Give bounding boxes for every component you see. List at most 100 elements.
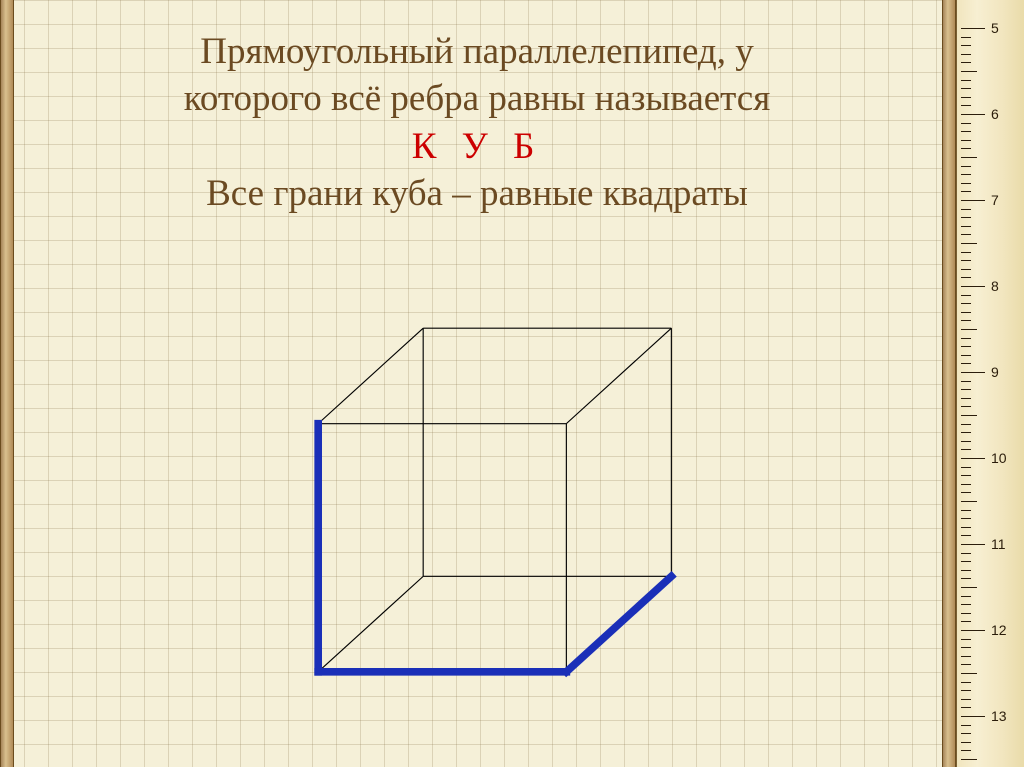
ruler-tick (961, 561, 971, 562)
ruler-tick (961, 166, 971, 167)
ruler-number: 6 (991, 106, 999, 122)
ruler-tick (961, 209, 971, 210)
ruler-tick (961, 277, 971, 278)
ruler-tick (961, 191, 971, 192)
ruler-tick (961, 148, 971, 149)
ruler-tick (961, 398, 971, 399)
ruler-tick (961, 71, 977, 72)
ruler-tick (961, 587, 977, 588)
ruler-tick (961, 312, 971, 313)
ruler-number: 11 (991, 536, 1006, 552)
ruler-tick (961, 338, 971, 339)
ruler-tick (961, 733, 971, 734)
ruler-tick (961, 699, 971, 700)
ruler-tick (961, 553, 971, 554)
wood-frame-right (942, 0, 956, 767)
ruler-tick (961, 518, 971, 519)
ruler-tick (961, 252, 971, 253)
ruler-tick (961, 372, 985, 373)
wood-frame-left (0, 0, 14, 767)
ruler-tick (961, 234, 971, 235)
ruler-tick (961, 355, 971, 356)
ruler-tick (961, 303, 971, 304)
ruler-tick (961, 604, 971, 605)
ruler-tick (961, 759, 977, 760)
ruler-tick (961, 45, 971, 46)
ruler-tick (961, 295, 971, 296)
ruler-tick (961, 105, 971, 106)
ruler-tick (961, 467, 971, 468)
ruler-tick (961, 716, 985, 717)
ruler-tick (961, 664, 971, 665)
ruler-tick (961, 596, 971, 597)
ruler-tick (961, 243, 977, 244)
ruler-tick (961, 742, 971, 743)
ruler-tick (961, 381, 971, 382)
ruler-tick (961, 260, 971, 261)
ruler-tick (961, 535, 971, 536)
ruler-tick (961, 123, 971, 124)
ruler-tick (961, 406, 971, 407)
ruler-tick (961, 707, 971, 708)
ruler-tick (961, 37, 971, 38)
ruler-tick (961, 54, 971, 55)
ruler-tick (961, 750, 971, 751)
ruler-tick (961, 131, 971, 132)
ruler-tick (961, 613, 971, 614)
title-line-2: которого всё ребра равны называется (30, 75, 924, 122)
ruler-tick (961, 88, 971, 89)
ruler-tick (961, 656, 971, 657)
ruler-tick (961, 329, 977, 330)
ruler-tick (961, 226, 971, 227)
ruler-tick (961, 432, 971, 433)
title-red: К У Б (30, 123, 924, 170)
ruler-tick (961, 217, 971, 218)
ruler-number: 5 (991, 20, 999, 36)
title-line-1: Прямоугольный параллелепипед, у (30, 28, 924, 75)
ruler-number: 7 (991, 192, 999, 208)
ruler-tick (961, 80, 971, 81)
ruler-number: 12 (991, 622, 1007, 638)
ruler-tick (961, 140, 971, 141)
ruler-tick (961, 458, 985, 459)
ruler-tick (961, 527, 971, 528)
title-block: Прямоугольный параллелепипед, у которого… (30, 28, 924, 217)
ruler-tick (961, 570, 971, 571)
ruler-tick (961, 28, 985, 29)
ruler-tick (961, 441, 971, 442)
ruler-tick (961, 492, 971, 493)
ruler-tick (961, 501, 977, 502)
ruler-number: 8 (991, 278, 999, 294)
ruler-tick (961, 630, 985, 631)
ruler-tick (961, 346, 971, 347)
ruler-tick (961, 269, 971, 270)
ruler-tick (961, 415, 977, 416)
ruler-tick (961, 544, 985, 545)
ruler-tick (961, 639, 971, 640)
ruler-number: 13 (991, 708, 1007, 724)
ruler-tick (961, 157, 977, 158)
ruler-tick (961, 578, 971, 579)
ruler-number: 10 (991, 450, 1007, 466)
cube-diagram (280, 290, 700, 710)
ruler-tick (961, 475, 971, 476)
ruler-tick (961, 174, 971, 175)
ruler-tick (961, 62, 971, 63)
ruler-tick (961, 621, 971, 622)
ruler-number: 9 (991, 364, 999, 380)
ruler-tick (961, 725, 971, 726)
ruler-tick (961, 673, 977, 674)
ruler-tick (961, 510, 971, 511)
ruler-tick (961, 690, 971, 691)
ruler-tick (961, 114, 985, 115)
slide: Прямоугольный параллелепипед, у которого… (0, 0, 1024, 767)
ruler-tick (961, 389, 971, 390)
ruler-tick (961, 484, 971, 485)
ruler-tick (961, 647, 971, 648)
title-line-3: Все грани куба – равные квадраты (30, 170, 924, 217)
ruler-tick (961, 682, 971, 683)
ruler-tick (961, 97, 971, 98)
ruler-ticks: 5 6 7 8 9 10 11 12 13 (961, 0, 1012, 767)
ruler-tick (961, 183, 971, 184)
ruler-tick (961, 320, 971, 321)
